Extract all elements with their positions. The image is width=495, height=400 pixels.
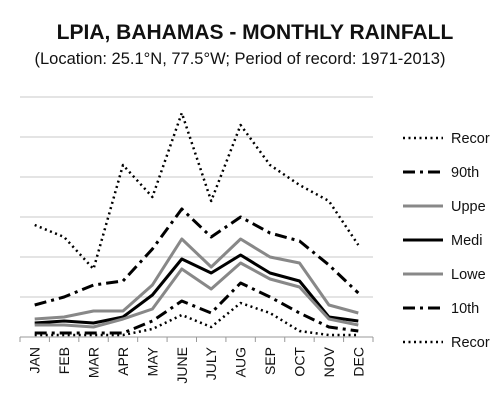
x-tick-label: NOV (321, 346, 337, 377)
x-tick-label: APR (115, 347, 131, 376)
x-tick-label: MAR (86, 347, 102, 378)
series-line-4 (34, 253, 359, 325)
series-line-3 (34, 237, 359, 321)
legend-label: Medi (451, 233, 482, 249)
legend-label: Uppe (451, 199, 486, 215)
legend-label: Recor (451, 335, 490, 351)
series-lines (34, 111, 360, 337)
x-tick-label: AUG (233, 347, 249, 377)
series-line-5 (34, 261, 359, 329)
series-line-2 (34, 207, 360, 307)
x-tick-label: SEP (262, 347, 278, 375)
legend: Recor 90th Uppe Medi Lowe 10th Recor (403, 131, 490, 351)
legend-label: Lowe (451, 267, 486, 283)
x-tick-label: JAN (27, 347, 43, 373)
x-tick-label: FEB (56, 347, 72, 374)
x-tick-label: OCT (291, 347, 307, 377)
x-tick-label: JULY (203, 346, 219, 380)
legend-label: Recor (451, 131, 490, 147)
chart-subtitle: (Location: 25.1°N, 77.5°W; Period of rec… (35, 50, 446, 68)
x-tick-label: MAY (144, 346, 160, 376)
series-line-7 (34, 301, 359, 337)
legend-label: 90th (451, 165, 479, 181)
chart-title: LPIA, BAHAMAS - MONTHLY RAINFALL (57, 21, 454, 44)
legend-label: 10th (451, 301, 479, 317)
series-line-1 (34, 111, 360, 271)
series-line-6 (34, 281, 359, 335)
x-tick-label: JUNE (174, 347, 190, 384)
x-tick-label: DEC (350, 347, 366, 377)
x-axis: JAN FEB MAR APR MAY JUNE JULY AUG SEP OCT NOV DEC (19, 336, 374, 384)
